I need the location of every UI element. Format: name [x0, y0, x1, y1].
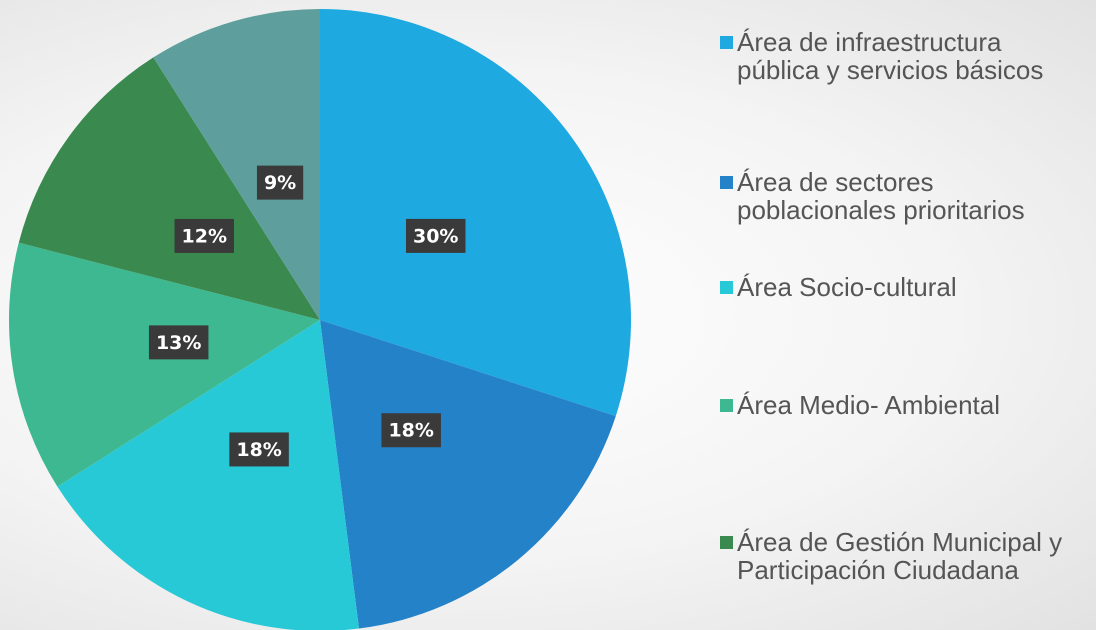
legend-text: Área de sectores poblacionales prioritar… [737, 167, 1025, 225]
pie-slice [18, 57, 321, 321]
legend-text: Área Socio-cultural [737, 272, 957, 302]
pie-slice [9, 242, 321, 487]
pie-slice [320, 320, 616, 629]
label-text: 18% [388, 420, 433, 442]
legend-item: Área Medio- Ambiental [720, 391, 1090, 419]
label-box [256, 165, 304, 200]
label-text: 30% [413, 225, 458, 247]
legend-swatch [720, 36, 733, 49]
label-text: 18% [236, 439, 281, 461]
legend-text: Área de Gestión Municipal y Participació… [737, 527, 1063, 585]
label-text: 12% [182, 225, 227, 247]
data-label: 12% [174, 218, 235, 253]
label-box [174, 218, 235, 253]
data-label: 18% [381, 413, 441, 448]
pie-slice [320, 9, 631, 417]
data-label: 18% [229, 432, 289, 467]
legend-item: Área Socio-cultural [720, 273, 1090, 301]
legend-swatch [720, 281, 733, 294]
legend-item: Área de infraestructura pública y servic… [720, 28, 1090, 84]
label-box [381, 413, 441, 448]
data-label: 9% [256, 165, 304, 200]
data-label: 13% [148, 325, 209, 360]
label-box [148, 325, 209, 360]
label-text: 9% [264, 172, 296, 194]
pie-slice [57, 320, 359, 630]
legend-item: Área de sectores poblacionales prioritar… [720, 168, 1090, 224]
legend-text: Área de infraestructura pública y servic… [737, 27, 1044, 85]
label-box [405, 218, 466, 253]
legend-item: Área de Gestión Municipal y Participació… [720, 528, 1090, 584]
pie-slice [153, 9, 320, 320]
legend-swatch [720, 399, 733, 412]
label-box [229, 432, 289, 467]
legend-swatch [720, 536, 733, 549]
legend-text: Área Medio- Ambiental [737, 390, 1001, 420]
label-text: 13% [156, 332, 201, 354]
data-label: 30% [405, 218, 466, 253]
legend-swatch [720, 176, 733, 189]
